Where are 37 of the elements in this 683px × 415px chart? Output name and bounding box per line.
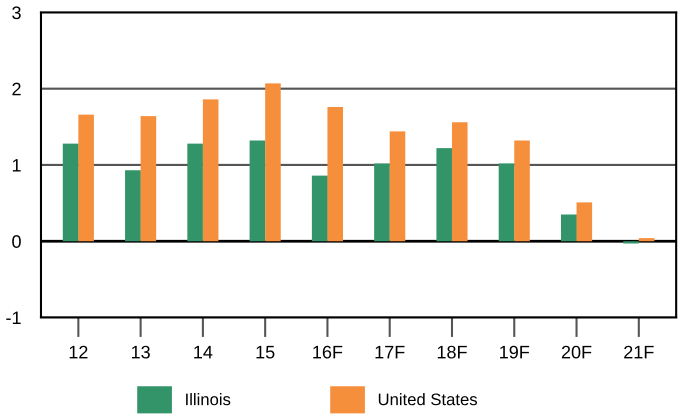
y-tick-label: -1 — [6, 312, 21, 324]
x-tick-label: 19F — [500, 346, 530, 359]
bar — [576, 202, 592, 242]
bar — [638, 238, 654, 242]
x-tick-label: 18F — [438, 346, 467, 359]
bar — [125, 170, 141, 242]
bar — [436, 148, 452, 242]
y-tick-label: 2 — [12, 82, 21, 96]
bar — [623, 241, 639, 244]
bar — [250, 140, 266, 242]
x-tick-label: 16F — [313, 346, 342, 359]
bar — [62, 144, 78, 242]
bar — [187, 144, 203, 242]
y-tick-label: 1 — [12, 159, 21, 172]
x-tick-label: 13 — [132, 346, 150, 359]
x-tick-label: 15 — [256, 346, 274, 359]
legend-label: Illinois — [186, 393, 230, 406]
bar — [327, 107, 344, 242]
x-tick-label: 20F — [562, 346, 592, 359]
bar — [140, 116, 156, 242]
bar — [202, 99, 218, 242]
bar — [265, 83, 281, 242]
legend-label: United States — [378, 393, 478, 406]
bar — [560, 214, 577, 242]
bar — [78, 114, 94, 242]
bar — [452, 122, 468, 242]
y-tick-label: 3 — [12, 6, 21, 20]
y-tick-label: 0 — [12, 235, 21, 248]
bar — [312, 176, 328, 242]
bar — [374, 163, 390, 242]
x-tick-label: 17F — [376, 346, 405, 358]
bar — [514, 140, 530, 242]
bar — [498, 163, 514, 242]
x-tick-label: 14 — [194, 346, 212, 358]
bar — [390, 131, 406, 242]
x-tick-label: 12 — [70, 346, 88, 358]
x-tick-label: 21F — [624, 346, 654, 358]
